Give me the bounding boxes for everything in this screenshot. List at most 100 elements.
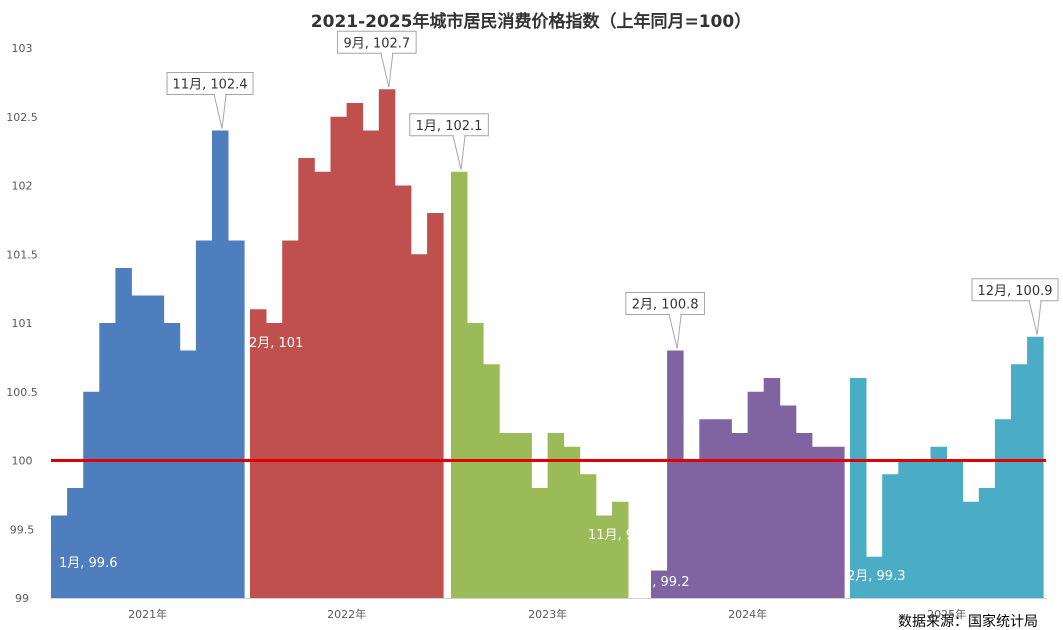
bar-2024年-2 (667, 350, 684, 598)
bar-2023年-8 (563, 446, 581, 598)
callout-text: 12月, 100.9 (977, 284, 1052, 299)
callout-label: 12月, 100.9 (971, 278, 1059, 335)
bar-2023年-1 (451, 171, 468, 598)
callout-gap (454, 134, 465, 137)
bar-2023年-5 (515, 433, 532, 598)
x-tick-label: 2021年 (128, 607, 167, 621)
callout-gap (215, 93, 226, 96)
bar-2025年-9 (978, 488, 996, 598)
bar-2024年-11 (812, 446, 829, 598)
bar-2023年-3 (483, 364, 500, 598)
bar-2024年-8 (763, 378, 781, 598)
x-tick-label: 2025年 (927, 607, 966, 621)
y-tick-label: 99.5 (10, 523, 35, 536)
x-axis: 2021年 2022年 2023年 2024年 2025年 (51, 598, 1046, 621)
callout-box (337, 30, 417, 54)
bar-2022年-9 (378, 89, 396, 598)
bar-2021年-11 (212, 130, 229, 598)
y-tick-label: 100 (12, 455, 33, 468)
y-tick-label: 101 (12, 317, 33, 330)
data-label: 1月, 99.2 (631, 575, 689, 590)
data-labels: 1月, 99.6 11月, 102.4 2月, 101 9月, 102.7 1月, 10… (59, 30, 1059, 590)
callout-gap (670, 313, 681, 316)
chart-title: 2021-2025年城市居民消费价格指数（上年同月=100） (311, 11, 751, 32)
x-tick-label: 2022年 (327, 607, 366, 621)
bar-2025年-12 (1027, 336, 1044, 598)
bar-2022年-8 (362, 130, 380, 598)
callout-gap (381, 52, 392, 55)
callout-pointer (1028, 300, 1042, 335)
x-tick-label: 2023年 (528, 607, 567, 621)
bar-2021年-3 (83, 391, 100, 598)
source-note: 数据来源：国家统计局 (898, 613, 1038, 630)
callout-box (409, 113, 489, 137)
data-label: 2月, 101 (249, 336, 303, 351)
bar-2022年-10 (394, 185, 412, 598)
callout-box (971, 278, 1059, 302)
y-tick-label: 99 (15, 592, 29, 605)
bar-2025年-6 (930, 446, 947, 598)
bar-2021年-10 (195, 240, 213, 598)
bar-2022年-1 (250, 309, 267, 598)
bar-2025年-5 (914, 460, 931, 598)
callout-text: 2月, 100.8 (632, 298, 699, 313)
x-tick-label: 2024年 (728, 607, 767, 621)
bar-2024年-6 (731, 433, 748, 598)
bar-2022年-7 (346, 103, 364, 598)
bar-2021年-9 (179, 350, 197, 598)
bar-2024年-7 (747, 391, 765, 598)
bar-2022年-5 (314, 171, 331, 598)
bar-2025年-7 (946, 460, 964, 598)
y-tick-label: 102.5 (6, 111, 38, 124)
bar-2024年-5 (715, 419, 732, 598)
bar-2025年-4 (898, 460, 915, 598)
bar-2025年-11 (1011, 364, 1028, 598)
bar-2025年-8 (962, 501, 980, 598)
bar-2021年-5 (115, 268, 132, 598)
bar-2022年-6 (330, 116, 347, 598)
bar-2021年-6 (131, 295, 148, 598)
bar-2025年-2 (866, 556, 883, 598)
bar-2024年-4 (699, 419, 716, 598)
bar-2025年-10 (994, 419, 1012, 598)
bar-2023年-9 (579, 474, 597, 598)
y-tick-label: 103 (12, 42, 33, 55)
bar-2022年-11 (411, 254, 428, 598)
bar-2023年-11 (612, 501, 629, 598)
bar-2021年-12 (228, 240, 245, 598)
bar-2024年-12 (828, 446, 845, 598)
y-tick-label: 101.5 (6, 248, 38, 261)
data-label: 11月, 99. (588, 528, 646, 543)
callout-box (166, 72, 254, 95)
y-tick-label: 100.5 (6, 386, 38, 399)
bar-2023年-6 (531, 488, 548, 598)
callout-box (625, 292, 705, 315)
callout-text: 9月, 102.7 (343, 36, 410, 51)
data-label: 2月, 99.3 (847, 569, 905, 584)
callout-pointer (452, 135, 466, 170)
bar-2023年-7 (547, 433, 565, 598)
bar-2021年-1 (51, 515, 68, 598)
bar-2023年-10 (595, 515, 613, 598)
bar-2024年-9 (779, 405, 797, 598)
callout-label: 1月, 102.1 (409, 113, 489, 170)
callout-label: 9月, 102.7 (337, 30, 417, 88)
bar-2025年-3 (882, 474, 899, 598)
data-label: 1月, 99.6 (59, 556, 117, 571)
callout-pointer (380, 52, 394, 88)
bar-2024年-1 (651, 570, 668, 598)
callout-text: 1月, 102.1 (416, 119, 483, 134)
y-axis: 99 99.5 100 100.5 101 101.5 102 102.5 103 (6, 42, 38, 605)
callout-label: 11月, 102.4 (166, 72, 254, 129)
callout-gap (1030, 299, 1041, 302)
callout-text: 11月, 102.4 (173, 78, 248, 93)
callout-pointer (668, 314, 682, 349)
bar-2021年-7 (147, 295, 165, 598)
bar-2023年-4 (499, 433, 516, 598)
callout-label: 2月, 100.8 (625, 292, 705, 349)
bar-2024年-10 (795, 433, 813, 598)
bar-2022年-3 (282, 240, 299, 598)
bar-2022年-12 (427, 213, 444, 598)
bar-2024年-3 (683, 460, 700, 598)
